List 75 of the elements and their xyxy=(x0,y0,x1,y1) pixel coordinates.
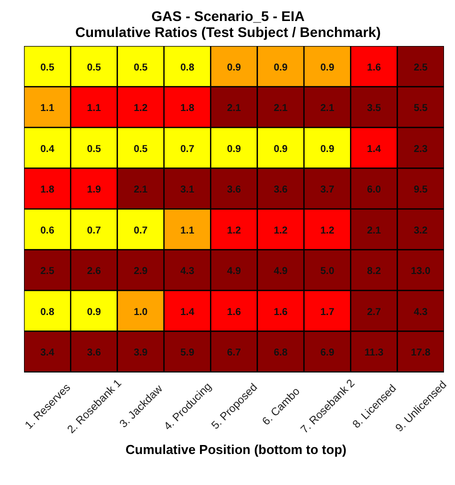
data-label: 2.5 xyxy=(414,62,428,74)
data-label: 1.1 xyxy=(87,103,102,114)
data-label: 3.5 xyxy=(367,103,382,114)
data-label: 1.2 xyxy=(320,225,335,236)
data-label: 1.1 xyxy=(40,103,55,114)
data-label: 5.0 xyxy=(320,266,335,278)
data-label: 1.6 xyxy=(274,306,288,318)
data-label: 3.7 xyxy=(320,184,335,196)
data-label: 0.9 xyxy=(274,144,288,155)
data-label: 3.2 xyxy=(414,225,428,236)
data-label: 2.7 xyxy=(367,306,382,318)
data-label: 2.1 xyxy=(274,103,288,114)
data-label: 1.0 xyxy=(134,306,148,318)
data-label: 8.2 xyxy=(367,266,382,278)
data-label: 5.5 xyxy=(414,103,428,114)
data-label: 6.8 xyxy=(274,348,288,359)
x-axis-title: Cumulative Position (bottom to top) xyxy=(124,442,348,457)
data-label: 2.1 xyxy=(367,225,382,236)
data-label: 3.6 xyxy=(87,348,102,359)
data-label: 0.9 xyxy=(87,306,102,318)
data-label: 3.9 xyxy=(134,348,148,359)
data-label: 0.4 xyxy=(40,144,55,155)
data-label: 0.9 xyxy=(227,144,242,155)
data-label: 0.9 xyxy=(274,62,288,74)
data-label: 0.8 xyxy=(40,306,55,318)
data-label: 1.8 xyxy=(180,103,195,114)
data-label: 17.8 xyxy=(410,348,431,359)
chart-subtitle: Cumulative Ratios (Test Subject / Benchmark) xyxy=(74,24,382,40)
data-label: 4.3 xyxy=(414,306,428,318)
data-label: 0.9 xyxy=(320,62,335,74)
data-label: 0.5 xyxy=(87,62,102,74)
data-label: 4.9 xyxy=(274,266,288,278)
chart-title: GAS - Scenario_5 - EIA xyxy=(150,8,306,24)
data-label: 5.9 xyxy=(180,348,195,359)
data-label: 0.5 xyxy=(40,62,55,74)
data-label: 1.2 xyxy=(274,225,288,236)
data-label: 2.5 xyxy=(40,266,55,278)
data-label: 1.7 xyxy=(320,306,335,318)
data-label: 1.2 xyxy=(134,103,148,114)
data-label: 1.6 xyxy=(227,306,242,318)
data-label: 0.5 xyxy=(87,144,102,155)
data-label: 0.7 xyxy=(87,225,102,236)
data-label: 1.9 xyxy=(87,184,102,196)
data-label: 13.0 xyxy=(410,266,431,278)
data-label: 3.6 xyxy=(274,184,288,196)
data-label: 1.6 xyxy=(367,62,382,74)
data-label: 6.9 xyxy=(320,348,335,359)
data-label: 3.4 xyxy=(40,348,55,359)
data-label: 6.7 xyxy=(227,348,242,359)
data-label: 0.7 xyxy=(134,225,148,236)
data-label: 2.1 xyxy=(134,184,148,196)
data-label: 2.1 xyxy=(320,103,335,114)
data-label: 2.6 xyxy=(87,266,102,278)
data-label: 6.0 xyxy=(367,184,382,196)
data-label: 3.1 xyxy=(180,184,195,196)
data-label: 9.5 xyxy=(414,184,428,196)
data-label: 0.7 xyxy=(180,144,195,155)
data-label: 0.9 xyxy=(320,144,335,155)
data-label: 4.9 xyxy=(227,266,242,278)
data-label: 2.3 xyxy=(414,144,428,155)
data-label: 0.6 xyxy=(40,225,55,236)
data-label: 1.4 xyxy=(180,306,195,318)
data-label: 1.4 xyxy=(367,144,382,155)
data-label: 1.2 xyxy=(227,225,242,236)
data-label: 0.5 xyxy=(134,144,148,155)
data-label: 2.9 xyxy=(134,266,148,278)
data-label: 1.1 xyxy=(180,225,195,236)
data-label: 0.9 xyxy=(227,62,242,74)
data-label: 0.8 xyxy=(180,62,195,74)
data-label: 2.1 xyxy=(227,103,242,114)
data-label: 1.8 xyxy=(40,184,55,196)
data-label: 11.3 xyxy=(364,348,384,359)
data-label: 0.5 xyxy=(134,62,148,74)
data-label: 4.3 xyxy=(180,266,195,278)
data-label: 3.6 xyxy=(227,184,242,196)
